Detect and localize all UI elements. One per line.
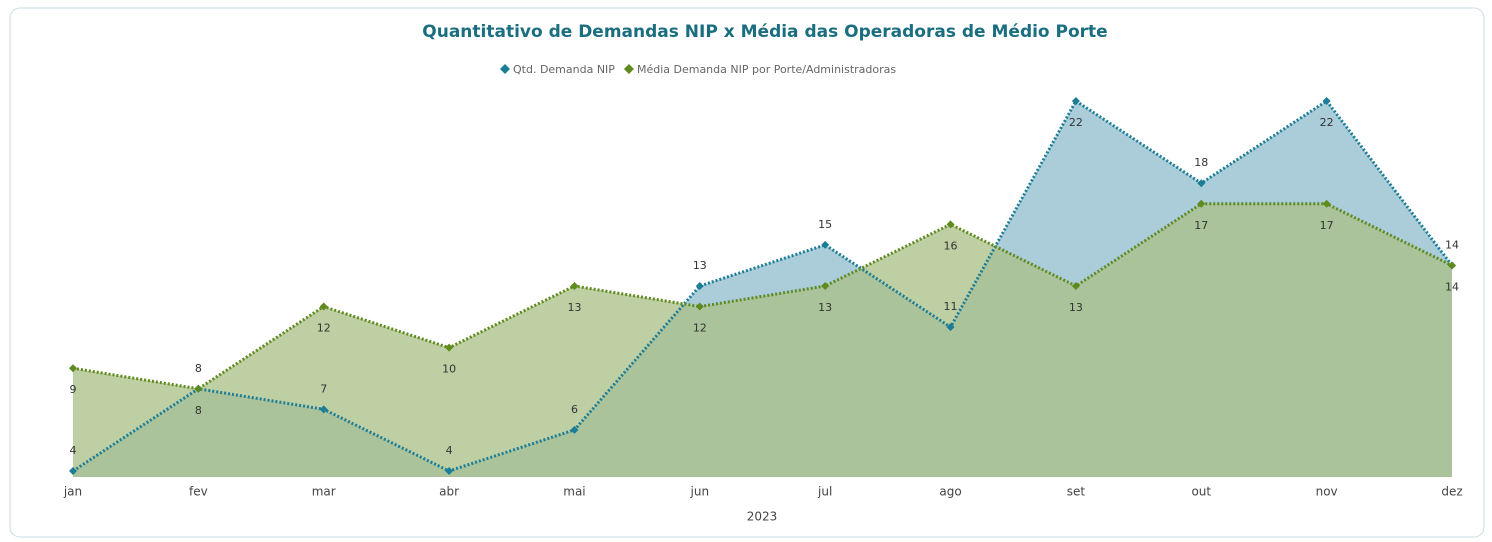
data-label: 10: [442, 363, 456, 376]
data-label: 17: [1194, 219, 1208, 232]
data-label: 14: [1445, 280, 1459, 293]
data-label: 6: [571, 403, 578, 416]
chart-title: Quantitativo de Demandas NIP x Média das…: [422, 22, 1107, 42]
legend-label: Média Demanda NIP por Porte/Administrado…: [637, 63, 896, 76]
data-label: 11: [944, 300, 958, 313]
data-label: 7: [320, 382, 327, 395]
legend-marker: [623, 64, 634, 74]
data-label: 4: [446, 444, 453, 457]
marker: [695, 282, 704, 290]
marker: [695, 302, 704, 311]
marker: [821, 240, 830, 249]
x-tick-label: nov: [1316, 485, 1338, 499]
data-label: 17: [1320, 219, 1334, 232]
marker: [69, 467, 77, 475]
data-label: 8: [195, 404, 202, 417]
marker: [319, 405, 328, 414]
x-tick-label: jul: [817, 485, 832, 499]
x-tick-label: mar: [312, 485, 336, 499]
marker: [1197, 199, 1206, 208]
data-label: 13: [567, 301, 581, 314]
marker: [1322, 199, 1331, 208]
data-label: 18: [1194, 156, 1208, 169]
x-tick-label: fev: [189, 485, 208, 499]
x-tick-label: set: [1067, 485, 1086, 499]
marker: [69, 364, 77, 373]
x-axis-title: 2023: [747, 510, 778, 524]
x-tick-label: jan: [63, 485, 82, 499]
marker: [1071, 97, 1080, 105]
marker: [1071, 282, 1080, 290]
marker: [1448, 261, 1456, 270]
data-label: 8: [195, 362, 202, 375]
marker: [1322, 97, 1331, 105]
marker: [194, 384, 203, 393]
line: [72, 202, 1453, 391]
line: [72, 98, 1454, 473]
data-label: 22: [1069, 116, 1083, 129]
x-tick-label: dez: [1441, 485, 1462, 499]
data-label: 13: [693, 259, 707, 272]
area: [73, 203, 1452, 477]
marker: [319, 302, 328, 311]
marker: [445, 467, 454, 475]
x-tick-label: out: [1191, 485, 1211, 499]
marker: [1197, 179, 1206, 188]
x-tick-label: abr: [439, 485, 459, 499]
data-label: 12: [693, 322, 707, 335]
x-tick-label: ago: [939, 485, 961, 499]
data-label: 13: [1069, 301, 1083, 314]
data-label: 9: [70, 383, 77, 396]
data-label: 22: [1320, 116, 1334, 129]
data-label: 16: [944, 239, 958, 252]
data-label: 14: [1445, 238, 1459, 251]
marker: [946, 220, 955, 229]
data-label: 13: [818, 301, 832, 314]
marker: [445, 343, 454, 352]
marker: [946, 323, 955, 332]
data-label: 12: [317, 322, 331, 335]
x-tick-label: mai: [563, 485, 585, 499]
marker: [570, 425, 579, 434]
marker: [821, 282, 830, 290]
legend-marker: [500, 64, 510, 74]
marker: [570, 282, 579, 290]
data-label: 15: [818, 218, 832, 231]
legend-label: Qtd. Demanda NIP: [513, 63, 615, 76]
data-label: 4: [70, 444, 77, 457]
x-tick-label: jun: [690, 485, 710, 499]
